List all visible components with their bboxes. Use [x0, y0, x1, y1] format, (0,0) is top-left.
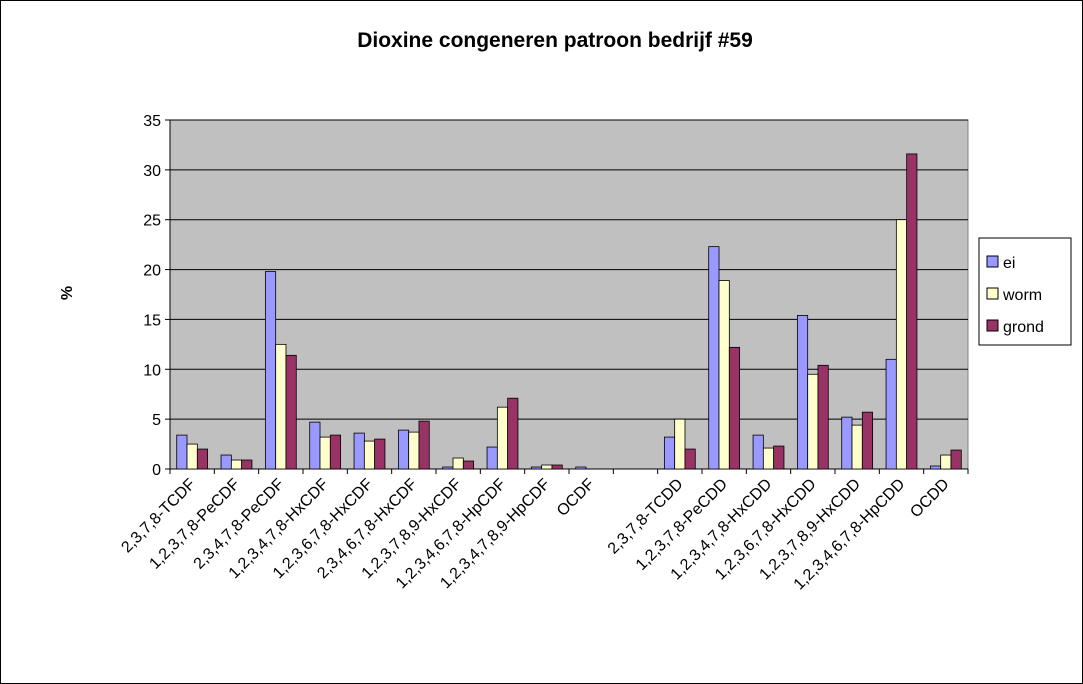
plot-area — [169, 119, 969, 470]
bar — [452, 457, 464, 470]
bar — [397, 429, 410, 470]
y-tick-label: 35 — [143, 113, 161, 130]
bar — [507, 397, 519, 470]
bar — [353, 432, 365, 470]
bar — [773, 445, 785, 470]
bar — [929, 465, 942, 470]
y-tick-label: 0 — [152, 462, 161, 479]
bar — [264, 271, 277, 470]
bar — [374, 438, 386, 470]
legend-swatch — [986, 287, 999, 300]
bar — [851, 424, 863, 470]
bar — [363, 440, 376, 470]
bar — [196, 448, 209, 470]
bar — [462, 460, 475, 470]
y-tick-label: 5 — [152, 412, 161, 429]
bar — [940, 454, 952, 470]
bar — [762, 447, 775, 470]
bar — [817, 364, 829, 470]
bar — [176, 434, 188, 470]
bar — [841, 416, 853, 470]
y-axis-label: % — [59, 286, 76, 300]
bar — [442, 466, 454, 470]
legend-swatch — [986, 319, 999, 332]
bar — [906, 153, 918, 470]
legend-label: ei — [1003, 255, 1015, 272]
bar — [674, 418, 686, 470]
bar — [319, 436, 331, 470]
legend-label: grond — [1003, 319, 1044, 336]
bar — [861, 411, 874, 470]
bar — [408, 431, 420, 470]
bar — [663, 436, 676, 470]
bar — [220, 454, 232, 470]
bar — [796, 315, 809, 470]
legend-label: worm — [1002, 287, 1042, 304]
y-tick-label: 30 — [143, 163, 161, 180]
bar — [285, 354, 297, 470]
bar — [718, 280, 730, 470]
bar — [186, 443, 198, 470]
bar — [728, 346, 741, 470]
bar — [551, 464, 563, 470]
bar — [708, 246, 720, 470]
y-tick-label: 15 — [143, 312, 161, 329]
bar — [885, 358, 897, 470]
y-tick-label: 20 — [143, 263, 161, 280]
bar — [684, 448, 696, 470]
bar — [230, 459, 243, 470]
bar — [752, 434, 764, 470]
bar — [275, 343, 287, 470]
bar — [895, 219, 908, 470]
bar — [418, 420, 430, 470]
y-tick-label: 25 — [143, 213, 161, 230]
legend-swatch — [986, 255, 999, 268]
y-tick-label: 10 — [143, 362, 161, 379]
bar — [241, 459, 253, 470]
bar — [530, 466, 543, 470]
bar — [541, 464, 553, 470]
bar — [950, 449, 962, 470]
chart-title: Dioxine congeneren patroon bedrijf #59 — [357, 29, 753, 52]
bar — [309, 421, 321, 470]
bar — [807, 373, 819, 470]
bar — [575, 466, 587, 470]
bar — [496, 406, 509, 470]
bar — [329, 434, 342, 470]
bar — [486, 446, 498, 470]
